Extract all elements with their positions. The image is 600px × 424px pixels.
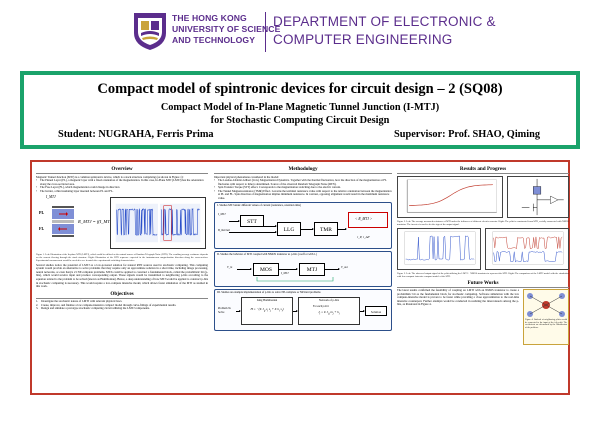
pinned-layer-label: PL bbox=[39, 210, 45, 216]
objectives-heading: Objectives bbox=[36, 291, 208, 299]
stt-block: STT bbox=[240, 215, 264, 228]
mtj-figure: I_MTJ PL FL R_MTJ = f(I_MTJ) bbox=[36, 195, 208, 251]
method-box-3: III. Studies an example implementation o… bbox=[214, 289, 392, 332]
figure4-box: Figure 4. Outlook of neighboring p-bits … bbox=[523, 289, 569, 345]
solution-block: Solution bbox=[365, 306, 387, 317]
current-label: I_MTJ bbox=[46, 195, 56, 200]
mtj-block: MTJ bbox=[299, 263, 325, 277]
methodology-intro: Important physical phenomena considered … bbox=[214, 174, 280, 179]
method-box-title: II. Studies the behavior of MTJ coupled … bbox=[217, 253, 318, 257]
resistance-formula: R_MTJ = f(I_MTJ) bbox=[78, 219, 114, 225]
methodology-heading: Methodology bbox=[214, 166, 392, 174]
poster-subtitle: Compact Model of In-Plane Magnetic Tunne… bbox=[160, 102, 440, 113]
results-column: Results and Progress Figure 2. L bbox=[397, 166, 569, 392]
method-box-title: III. Studies an example implementation o… bbox=[217, 291, 321, 295]
figure4-caption: Figure 4. Outlook of neighboring p-bits … bbox=[525, 319, 567, 330]
overview-intro: Magnetic Tunnel Junction (MTJ) is a comm… bbox=[36, 174, 184, 179]
university-name-line: UNIVERSITY OF SCIENCE bbox=[172, 24, 281, 34]
mtj-stack-diagram bbox=[52, 202, 74, 242]
overview-bullet: The Free Layer (FL), which magnetization… bbox=[36, 186, 208, 190]
overview-bullet: The barrier, a thin insulating layer ins… bbox=[36, 189, 208, 194]
header: THE HONG KONG UNIVERSITY OF SCIENCE AND … bbox=[0, 0, 600, 62]
pbit-schematic bbox=[507, 175, 569, 218]
poster-subtitle: for Stochastic Computing Circuit Design bbox=[210, 115, 390, 126]
pbit-network-diagram bbox=[527, 293, 565, 317]
method-box-1: I. Studies MTJ under different values of… bbox=[214, 202, 392, 250]
university-name-line: THE HONG KONG bbox=[172, 13, 247, 23]
rtn-plot bbox=[110, 197, 206, 250]
pbit-output-plot bbox=[397, 227, 481, 270]
tmr-block: TMR bbox=[314, 222, 338, 237]
flow-input-label: I_MTJ bbox=[218, 213, 226, 217]
department-name-line: DEPARTMENT OF ELECTRONIC & bbox=[273, 14, 496, 29]
pbit-network-box: Network of p-bits For each p-bit i Ii = … bbox=[298, 297, 360, 326]
methodology-bullet: Spin Transfer Torque (STT) effect. Corre… bbox=[214, 186, 392, 190]
methodology-bullet: The Tunnel Magnetoresistance (TMR) Effec… bbox=[214, 189, 392, 201]
hkust-crest-icon bbox=[134, 13, 166, 50]
objective-item: 1. Investigate the stochastic nature of I… bbox=[36, 299, 123, 304]
department-name-line: COMPUTER ENGINEERING bbox=[273, 32, 453, 47]
figure1-caption: Figure 1. Left: Illustration of the In-p… bbox=[36, 253, 208, 263]
methodology-column: Methodology Important physical phenomena… bbox=[214, 166, 392, 392]
retention-time-output: τ_P, τ_AP bbox=[357, 235, 370, 240]
flow-input-label: B_thermal bbox=[218, 229, 230, 233]
supervisor-name: Supervisor: Prof. SHAO, Qiming bbox=[394, 129, 540, 140]
vin-label: V_in bbox=[227, 266, 233, 270]
overview-column: Overview Magnetic Tunnel Junction (MTJ) … bbox=[36, 166, 208, 392]
llg-block: LLG bbox=[277, 222, 301, 237]
figure2-caption: Figure 2. Left: The average measured res… bbox=[397, 219, 569, 226]
student-name: Student: NUGRAHA, Ferris Prima bbox=[58, 129, 214, 140]
poster-title: Compact model of spintronic devices for … bbox=[97, 81, 503, 97]
method-box-title: I. Studies MTJ under different values of… bbox=[217, 204, 301, 208]
figure3-caption: Figure 3. Left: The observed output sign… bbox=[397, 271, 569, 278]
model-comparison-plot bbox=[485, 227, 569, 270]
average-resistance-output: < R_MTJ > bbox=[355, 217, 373, 222]
resistance-vs-current-plot bbox=[397, 175, 503, 218]
free-layer-label: FL bbox=[39, 226, 45, 232]
current-label: I_MTJ bbox=[281, 272, 289, 276]
poster-content: Overview Magnetic Tunnel Junction (MTJ) … bbox=[30, 160, 570, 395]
method-box-2: II. Studies the behavior of MTJ coupled … bbox=[214, 251, 392, 288]
problem-label: Problem To Solve bbox=[218, 307, 232, 314]
future-works-heading: Future Works bbox=[397, 280, 569, 288]
overview-bullet: The Pinned Layer (PL), a magnetic layer … bbox=[36, 178, 208, 186]
magnetization-arrow-icon bbox=[58, 212, 68, 232]
ising-hamiltonian-box: Ising Hamiltonian H = −(Σ Jij si sj + Σ … bbox=[241, 297, 293, 326]
overview-body: Several studies notice the potential of … bbox=[36, 262, 208, 289]
overview-heading: Overview bbox=[36, 166, 208, 174]
future-works-body: The latest results confirmed the feasibi… bbox=[397, 288, 519, 307]
university-name-line: AND TECHNOLOGY bbox=[172, 35, 256, 45]
methodology-bullet: The Landau-Lifshitz-Gilbert (LLG) Magnet… bbox=[214, 178, 392, 186]
title-box: Compact model of spintronic devices for … bbox=[20, 71, 580, 149]
results-heading: Results and Progress bbox=[397, 166, 569, 174]
header-divider bbox=[265, 12, 267, 52]
vout-label: V_out bbox=[341, 266, 348, 270]
objective-item: 2. Create, improve, and finalize a low co… bbox=[36, 302, 177, 307]
objective-item: 3. Design and simulate a prototype stocha… bbox=[36, 306, 150, 311]
feedback-loop-icon bbox=[256, 277, 334, 282]
mos-block: MOS bbox=[253, 263, 279, 277]
